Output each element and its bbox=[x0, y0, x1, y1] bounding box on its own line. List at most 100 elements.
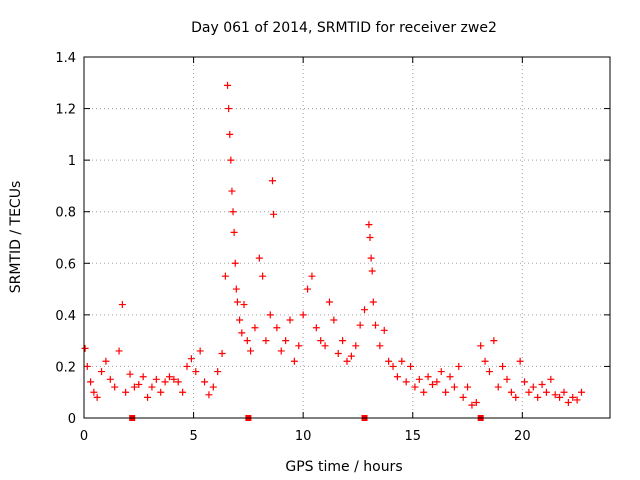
data-point bbox=[442, 388, 450, 396]
data-point bbox=[243, 337, 251, 345]
data-point bbox=[347, 352, 355, 360]
data-point bbox=[282, 337, 290, 345]
data-point bbox=[295, 342, 303, 350]
data-point bbox=[393, 373, 401, 381]
data-point bbox=[556, 393, 564, 401]
data-point bbox=[87, 378, 95, 386]
data-point bbox=[259, 272, 267, 280]
data-point bbox=[339, 337, 347, 345]
data-point bbox=[371, 321, 379, 329]
plot-frame bbox=[83, 56, 611, 419]
data-point bbox=[196, 347, 204, 355]
y-tick-label: 1.4 bbox=[55, 51, 76, 66]
data-point bbox=[226, 130, 234, 138]
data-point bbox=[365, 221, 373, 229]
data-point bbox=[490, 337, 498, 345]
data-point bbox=[111, 383, 119, 391]
data-point bbox=[380, 326, 388, 334]
data-point bbox=[534, 393, 542, 401]
data-point bbox=[446, 373, 454, 381]
data-point bbox=[468, 401, 476, 409]
data-point bbox=[385, 357, 393, 365]
data-point bbox=[130, 383, 138, 391]
y-tick-label: 0 bbox=[68, 412, 76, 427]
y-tick-label: 0.2 bbox=[55, 360, 76, 375]
data-point bbox=[516, 357, 524, 365]
data-point bbox=[144, 393, 152, 401]
data-point bbox=[573, 396, 581, 404]
data-point bbox=[420, 388, 428, 396]
data-point bbox=[227, 156, 235, 164]
data-point bbox=[367, 254, 375, 262]
data-point bbox=[201, 378, 209, 386]
data-point bbox=[352, 342, 360, 350]
data-point bbox=[229, 208, 237, 216]
data-point bbox=[236, 316, 244, 324]
y-tick-label: 0.4 bbox=[55, 309, 76, 324]
data-point bbox=[262, 337, 270, 345]
data-point bbox=[560, 388, 568, 396]
data-point bbox=[232, 285, 240, 293]
data-point bbox=[148, 383, 156, 391]
data-point bbox=[525, 388, 533, 396]
data-point bbox=[411, 383, 419, 391]
data-point bbox=[376, 342, 384, 350]
data-point bbox=[398, 357, 406, 365]
data-point bbox=[251, 324, 259, 332]
y-tick-label: 1 bbox=[68, 154, 76, 169]
data-point bbox=[233, 298, 241, 306]
y-axis-ticks: 0 0.2 0.4 0.6 0.8 1 1.2 1.4 bbox=[55, 51, 610, 427]
data-point bbox=[225, 105, 233, 113]
data-point bbox=[299, 311, 307, 319]
data-point bbox=[161, 378, 169, 386]
data-point bbox=[402, 378, 410, 386]
x-tick-label: 0 bbox=[80, 429, 88, 444]
data-point bbox=[273, 324, 281, 332]
data-point bbox=[366, 234, 374, 241]
data-point bbox=[238, 329, 246, 337]
grid-lines bbox=[84, 57, 610, 418]
data-point bbox=[485, 368, 493, 376]
data-point bbox=[221, 272, 229, 280]
data-point bbox=[139, 373, 147, 381]
data-point bbox=[428, 380, 436, 388]
data-point bbox=[266, 311, 274, 319]
data-point bbox=[547, 375, 555, 383]
data-point bbox=[472, 399, 480, 407]
data-point bbox=[286, 316, 294, 324]
data-point bbox=[494, 383, 502, 391]
data-point bbox=[228, 187, 236, 195]
data-point bbox=[205, 391, 213, 399]
data-point bbox=[90, 388, 98, 396]
data-point bbox=[415, 375, 423, 383]
data-point bbox=[499, 362, 507, 370]
data-point bbox=[407, 362, 415, 370]
data-point bbox=[542, 388, 550, 396]
data-point bbox=[81, 344, 89, 352]
data-points bbox=[81, 81, 586, 409]
data-point bbox=[277, 347, 285, 355]
data-point bbox=[578, 388, 586, 396]
data-point bbox=[270, 210, 278, 218]
data-point bbox=[481, 357, 489, 365]
data-point bbox=[368, 267, 376, 275]
data-point bbox=[538, 380, 546, 388]
data-point bbox=[165, 373, 173, 381]
data-point bbox=[512, 393, 520, 401]
data-point bbox=[343, 357, 351, 365]
data-point bbox=[106, 375, 114, 383]
y-tick-label: 0.6 bbox=[55, 257, 76, 272]
data-point bbox=[255, 254, 263, 262]
data-point bbox=[135, 380, 143, 388]
data-point bbox=[187, 355, 195, 363]
data-point bbox=[521, 378, 529, 386]
data-point bbox=[122, 388, 130, 396]
x-axis-label: GPS time / hours bbox=[285, 459, 402, 475]
data-point bbox=[93, 393, 101, 401]
data-point bbox=[214, 368, 222, 376]
data-point bbox=[152, 375, 160, 383]
data-point bbox=[551, 391, 559, 399]
chart-title: Day 061 of 2014, SRMTID for receiver zwe… bbox=[191, 20, 497, 36]
data-point bbox=[369, 298, 377, 306]
